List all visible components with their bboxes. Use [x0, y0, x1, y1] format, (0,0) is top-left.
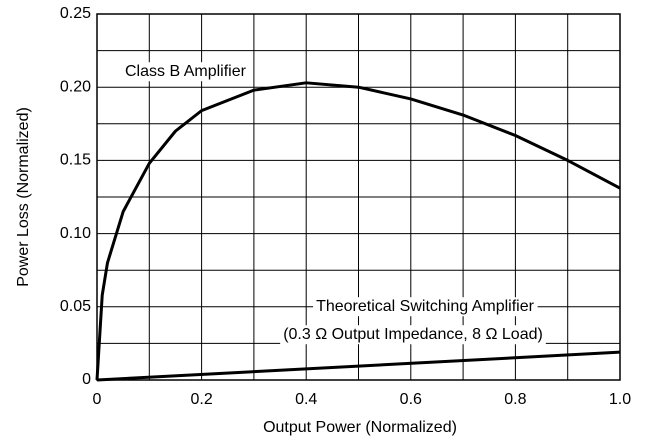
x-tick-label: 0.6 — [400, 391, 422, 408]
x-tick-label: 0.8 — [504, 391, 526, 408]
annotation: Class B Amplifier — [125, 63, 247, 80]
plot-frame — [96, 13, 621, 381]
x-axis-label: Output Power (Normalized) — [263, 419, 457, 436]
y-tick-label: 0 — [82, 371, 91, 388]
x-tick-label: 0.4 — [295, 391, 317, 408]
line — [95, 81, 621, 381]
line — [96, 350, 621, 382]
y-tick-label: 0.10 — [60, 225, 91, 242]
x-tick-label: 1.0 — [609, 391, 631, 408]
y-tick-label: 0.25 — [60, 5, 91, 22]
y-tick-label: 0.15 — [60, 152, 91, 169]
annotation-background — [280, 325, 546, 345]
annotation-background — [122, 62, 250, 82]
annotation-background — [313, 297, 538, 317]
annotation: Theoretical Switching Amplifier — [316, 298, 535, 315]
x-tick-label: 0 — [93, 391, 102, 408]
x-tick-label: 0.2 — [190, 391, 212, 408]
y-tick-label: 0.20 — [60, 78, 91, 95]
y-axis-label: Power Loss (Normalized) — [15, 107, 32, 287]
annotation: (0.3 Ω Output Impedance, 8 Ω Load) — [283, 326, 543, 343]
y-tick-label: 0.05 — [60, 298, 91, 315]
